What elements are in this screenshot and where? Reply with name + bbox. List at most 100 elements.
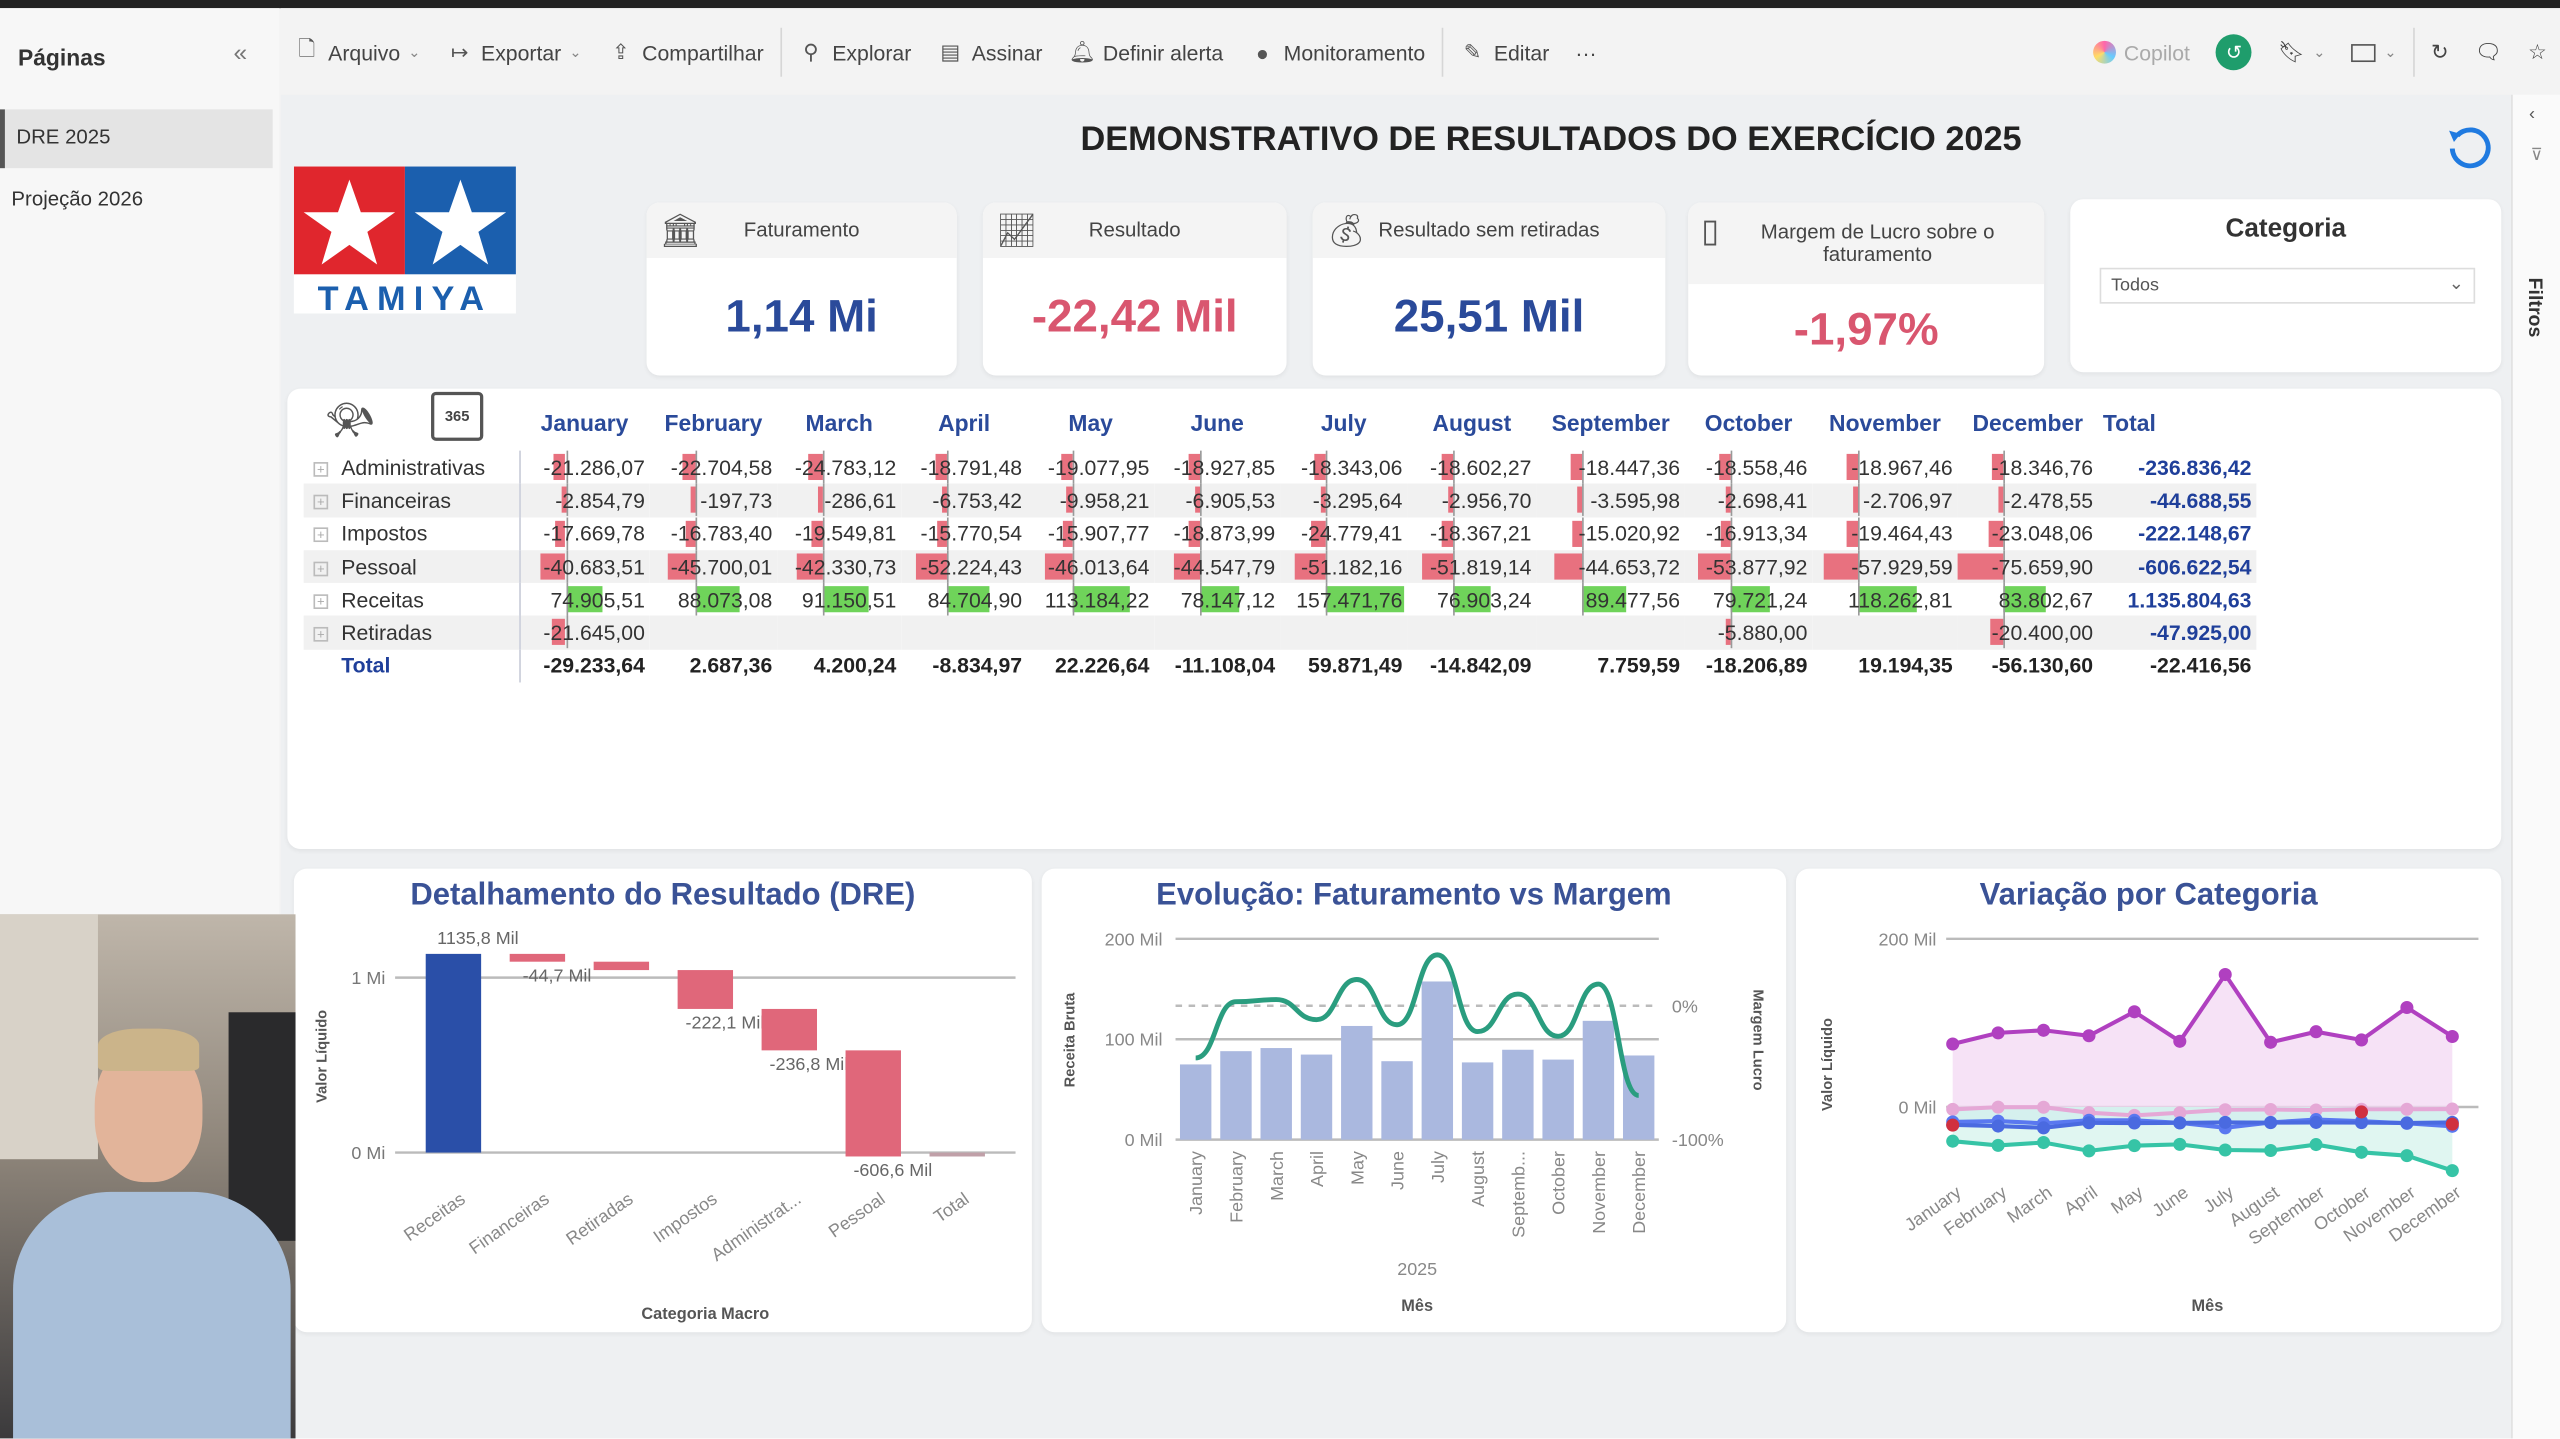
point-pessoal [1991,1138,2005,1152]
toolbar-item-label: Definir alerta [1102,40,1224,65]
toolbar-explorar-button[interactable]: ⚲ Explorar [785,28,924,77]
logo-text: TAMIYA [318,280,493,313]
toolbar-item-label: Compartilhar [642,40,764,65]
row-label[interactable]: + Impostos [303,516,521,551]
expand-icon[interactable]: + [313,560,329,576]
cell-value: -21.286,07 [543,454,645,480]
copilot-button[interactable]: Copilot [2080,28,2203,77]
column-header-september[interactable]: September [1551,409,1670,436]
collapse-pages-button[interactable]: « [233,39,248,67]
toolbar-separator [779,27,782,77]
column-header-july[interactable]: July [1320,409,1367,436]
x-tick-label: November [1589,1151,1609,1234]
table-cell: -16.913,34 [1685,516,1812,550]
table-row: + Administrativas -21.286,07 -22.704,58 -24.… [303,450,2257,484]
toolbar-compartilhar-button[interactable]: ⇪ Compartilhar [595,28,777,77]
data-bar-axis [1858,516,1860,550]
more-options-button[interactable]: ··· [1575,40,1597,65]
expand-icon[interactable]: + [313,461,329,477]
expand-icon[interactable]: + [313,527,329,543]
cell-value: -6.753,42 [932,488,1023,513]
negative-data-bar [1441,520,1454,547]
row-label[interactable]: + Administrativas [303,450,521,484]
point-pessoal [2173,1137,2187,1151]
bookmark-button[interactable]: 🔖︎ ⌄ [2278,39,2326,64]
data-bar-axis [1730,516,1733,550]
negative-data-bar [797,553,823,580]
toolbar-monitoramento-button[interactable]: ● Monitoramento [1236,28,1438,77]
negative-data-bar [1957,553,2004,580]
toolbar-editar-button[interactable]: ✎ Editar [1446,28,1562,77]
point-receitas [1946,1037,1960,1051]
toolbar-definir-alerta-button[interactable]: 🔔︎ Definir alerta [1056,28,1237,77]
column-header-april[interactable]: April [938,409,991,436]
cell-value: -18.791,48 [920,454,1023,480]
negative-data-bar [1998,487,2004,514]
expand-icon[interactable]: + [313,627,329,642]
toolbar-exportar-button[interactable]: ↦ Exportar ⌄ [434,28,595,77]
table-cell: -18.447,36 [1536,450,1685,484]
data-label: -222,1 Mil [686,1013,765,1033]
area-chart-card: Variação por Categoria 200 Mil 0 Mil Janua… [1795,868,2502,1333]
point-pessoal [2445,1164,2459,1178]
y-tick-label: 100 Mil [1105,1030,1163,1050]
table-cell: 157.471,76 [1280,583,1407,616]
column-header-total[interactable]: Total [2102,409,2156,436]
toolbar-arquivo-button[interactable]: 🗋 Arquivo ⌄ [281,28,434,77]
comment-button[interactable]: 🗨︎ [2462,28,2515,77]
cell-value: -6.905,53 [1185,488,1276,513]
data-bar-axis [2003,550,2005,583]
row-label[interactable]: + Retiradas [303,616,521,650]
reset-filters-icon[interactable] [2444,124,2493,173]
table-cell: 4.200,24 [777,649,901,682]
categoria-dropdown[interactable]: Todos ⌄ [2099,267,2476,304]
filters-pane[interactable]: ‹ ⊽ Filtros [2511,94,2560,1439]
favorite-button[interactable]: ☆ [2515,28,2560,77]
point-receitas [2354,1033,2369,1047]
toolbar-item-label: Arquivo [328,40,401,65]
row-label[interactable]: + Financeiras [303,483,521,517]
reset-view-button[interactable]: ↺ [2203,28,2265,77]
toolbar-assinar-button[interactable]: ▤ Assinar [924,28,1055,77]
column-header-may[interactable]: May [1068,409,1113,436]
data-bar-axis [1200,516,1202,550]
cell-value: 83.802,67 [1998,587,2094,612]
row-total: -222.148,67 [2098,517,2256,550]
positive-data-bar [946,586,990,613]
data-bar-axis [1582,516,1584,550]
kpi-header: 🏛︎ Faturamento [646,202,957,258]
positive-data-bar [1858,586,1917,613]
negative-data-bar [1066,487,1073,514]
negative-data-bar [555,520,566,547]
point-financeiras [2400,1102,2414,1116]
expand-icon[interactable]: + [313,594,329,609]
data-bar-axis [565,516,568,550]
table-cell: -19.077,95 [1027,450,1154,484]
refresh-button[interactable]: ↻ [2418,28,2462,77]
page-tab-dre-2025[interactable]: DRE 2025 [0,109,273,169]
column-header-june[interactable]: June [1190,409,1244,436]
column-header-august[interactable]: August [1432,409,1512,436]
chevron-down-icon: ⌄ [2448,274,2464,294]
negative-data-bar [560,487,566,514]
column-header-november[interactable]: November [1829,409,1941,436]
y2-tick-label: 0% [1672,996,1698,1016]
view-button[interactable]: ⌄ [2339,28,2410,77]
y-tick-label: 200 Mil [1879,929,1937,949]
cell-value: -44.547,79 [1173,554,1276,579]
toolbar-separator [1441,27,1444,77]
row-label[interactable]: + Receitas [303,583,521,617]
x-tick-label: Impostos [650,1189,721,1247]
column-header-february[interactable]: February [664,409,763,436]
cell-value: -24.779,41 [1300,521,1403,546]
column-header-december[interactable]: December [1972,409,2084,436]
data-bar-axis [1858,550,1860,583]
page-tab-projecao-2026[interactable]: Projeção 2026 [0,171,273,230]
row-label[interactable]: + Pessoal [303,550,521,584]
column-header-january[interactable]: January [540,409,629,436]
column-header-march[interactable]: March [805,409,873,436]
column-header-october[interactable]: October [1704,409,1793,436]
expand-icon[interactable]: + [313,494,329,510]
cell-value: -197,73 [700,488,773,513]
expand-filters-icon[interactable]: ‹ [2529,104,2536,125]
